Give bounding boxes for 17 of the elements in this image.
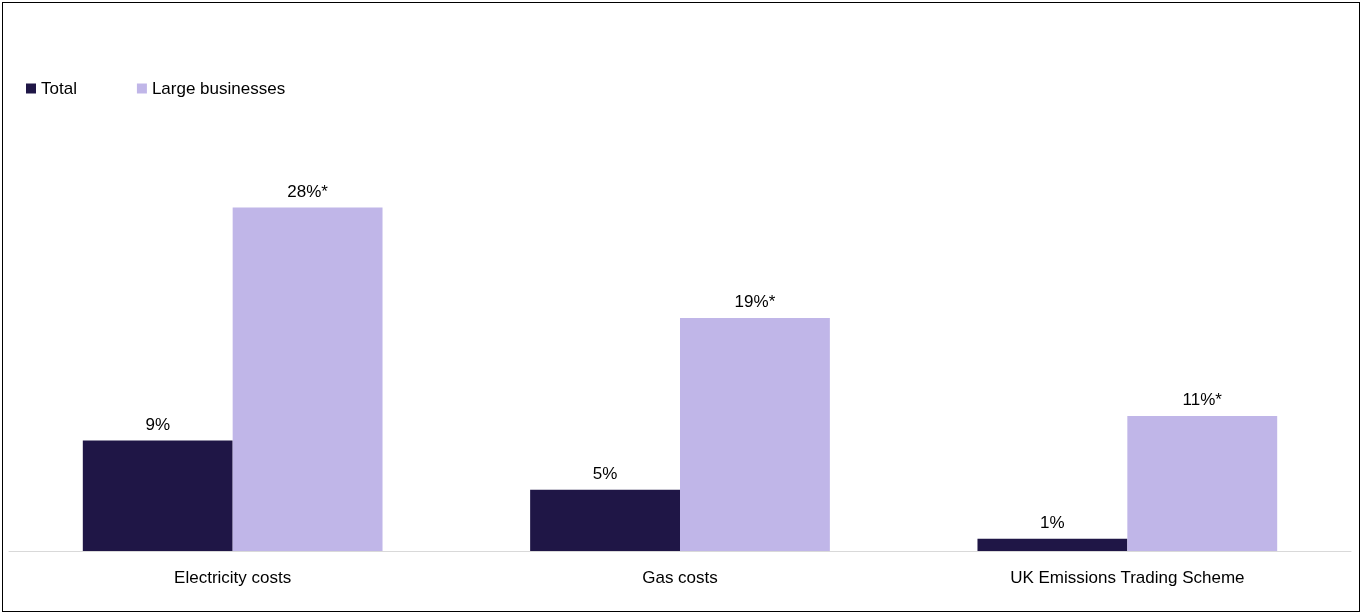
data-label: 5%: [592, 463, 618, 483]
bar: [530, 489, 680, 551]
data-label: 11%*: [1182, 390, 1223, 410]
data-label: 19%*: [734, 291, 776, 311]
x-tick-label: UK Emissions Trading Scheme: [1010, 568, 1245, 587]
x-tick-label: Gas costs: [642, 568, 718, 587]
data-label: 1%: [1040, 512, 1065, 532]
bar: [1127, 416, 1278, 551]
data-label: 9%: [145, 414, 171, 434]
bar: [680, 317, 830, 551]
legend-label: Large businesses: [151, 79, 286, 98]
bar: [232, 207, 383, 551]
legend-label: Total: [41, 79, 77, 98]
bar: [977, 538, 1128, 551]
bar: [82, 440, 233, 551]
data-label: 28%*: [287, 181, 329, 201]
x-tick-label: Electricity costs: [174, 568, 292, 587]
